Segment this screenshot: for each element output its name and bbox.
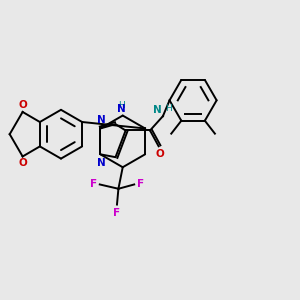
Text: F: F: [113, 208, 121, 218]
Text: O: O: [18, 100, 27, 110]
Text: F: F: [137, 179, 144, 190]
Text: N: N: [97, 158, 105, 168]
Text: N: N: [97, 115, 105, 125]
Text: O: O: [18, 158, 27, 169]
Text: F: F: [90, 179, 97, 190]
Text: H: H: [118, 101, 125, 110]
Text: N: N: [117, 104, 126, 114]
Text: H: H: [165, 104, 172, 113]
Text: N: N: [153, 105, 161, 115]
Text: O: O: [156, 149, 164, 159]
